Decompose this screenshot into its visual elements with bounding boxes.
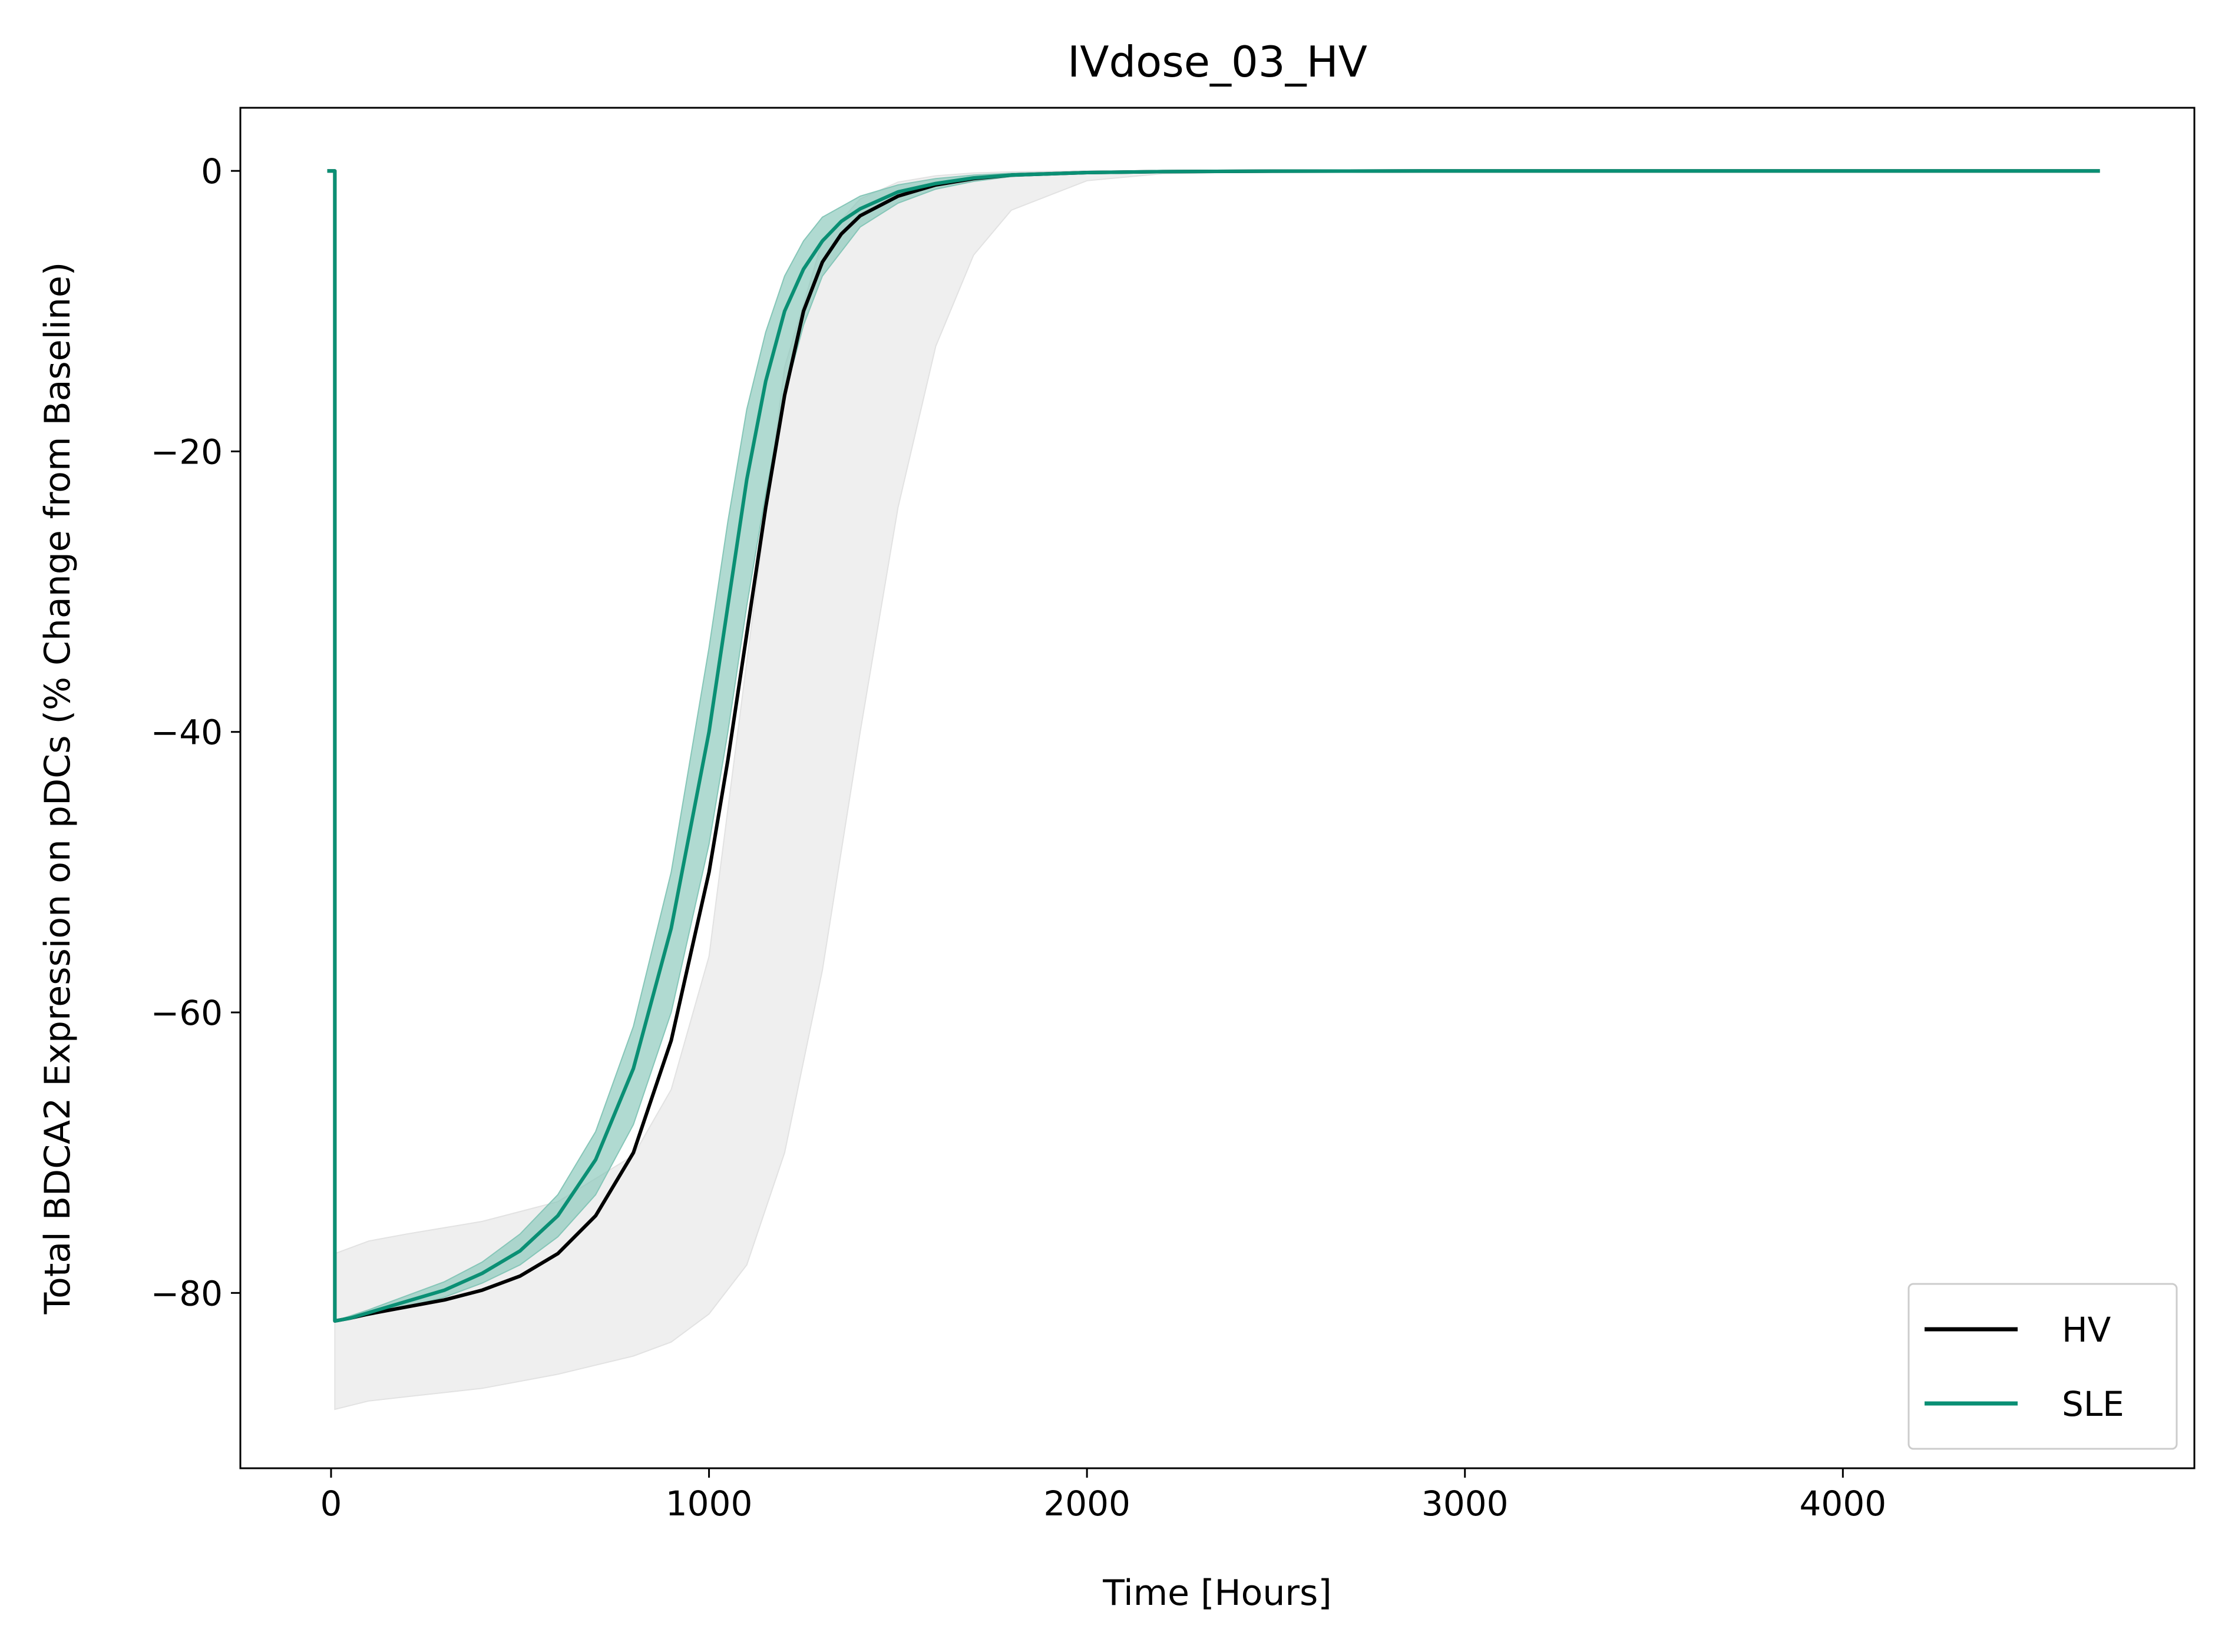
y-axis-label: Total BDCA2 Expression on pDCs (% Change… <box>37 262 78 1315</box>
legend-label-hv: HV <box>2062 1310 2111 1350</box>
x-tick-label: 1000 <box>666 1484 753 1524</box>
chart-title: IVdose_03_HV <box>1067 37 1367 87</box>
legend-box <box>1907 1283 2178 1450</box>
x-tick-label: 3000 <box>1421 1484 1509 1524</box>
y-tick-label: −20 <box>151 432 223 472</box>
x-tick-label: 0 <box>320 1484 342 1524</box>
y-tick-label: −60 <box>151 993 223 1033</box>
series-lines <box>327 169 2100 1323</box>
legend-label-sle: SLE <box>2062 1384 2124 1424</box>
legend: HV SLE <box>1907 1283 2178 1450</box>
x-tick-label: 2000 <box>1043 1484 1130 1524</box>
plot-frame <box>239 107 2196 1469</box>
x-axis-ticks: 0 1000 2000 3000 4000 <box>320 1468 1887 1524</box>
y-axis-ticks: 0 −20 −40 −60 −80 <box>151 151 240 1313</box>
series-line-sle <box>327 169 2100 1323</box>
y-tick-label: −80 <box>151 1273 223 1313</box>
x-tick-label: 4000 <box>1800 1484 1887 1524</box>
y-tick-label: −40 <box>151 713 223 753</box>
y-tick-label: 0 <box>201 151 223 191</box>
x-axis-label: Time [Hours] <box>1102 1572 1332 1614</box>
